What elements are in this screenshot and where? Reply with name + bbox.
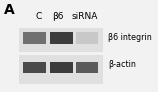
Bar xyxy=(19,28,103,84)
Text: β-actin: β-actin xyxy=(108,60,136,69)
Text: β6: β6 xyxy=(53,12,64,21)
Bar xyxy=(23,32,46,44)
Text: C: C xyxy=(35,12,41,21)
Text: β6 integrin: β6 integrin xyxy=(108,33,152,42)
Bar xyxy=(23,62,46,73)
Bar xyxy=(76,62,98,73)
Bar xyxy=(19,52,103,55)
Bar xyxy=(76,32,98,44)
Text: A: A xyxy=(4,3,14,17)
Bar xyxy=(49,32,73,44)
Bar xyxy=(49,62,73,73)
Text: siRNA: siRNA xyxy=(71,12,97,21)
